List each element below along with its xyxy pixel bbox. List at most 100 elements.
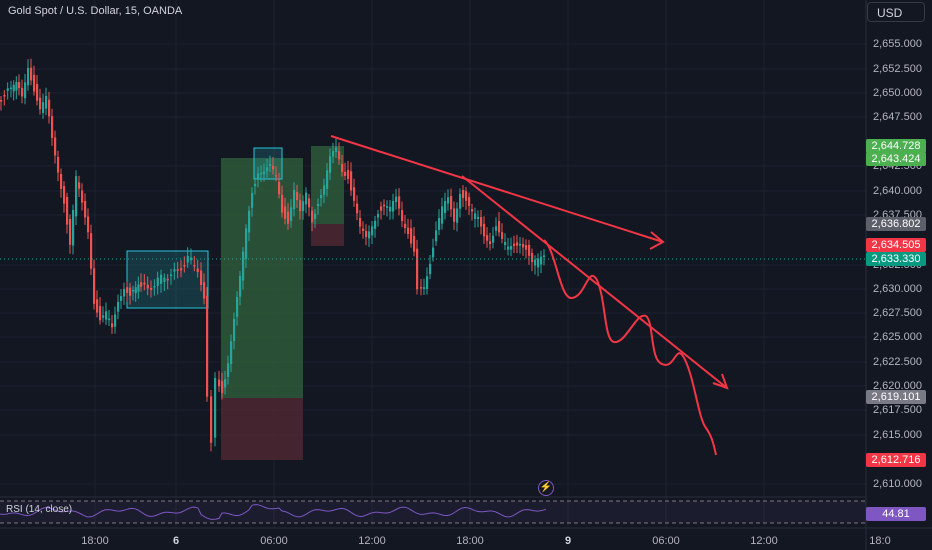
candle-body <box>15 81 18 91</box>
candle-body <box>186 256 189 263</box>
candle-body <box>323 185 326 196</box>
price-tick: 2,647.500 <box>873 111 922 123</box>
candle-body <box>302 201 305 212</box>
candle-body <box>248 210 251 233</box>
projection-path[interactable] <box>543 239 717 456</box>
candle-body <box>320 195 323 199</box>
candle-body <box>290 207 293 221</box>
candle-body <box>166 278 169 281</box>
candle-body <box>293 189 296 209</box>
candle-body <box>75 176 78 217</box>
candle-body <box>453 208 456 222</box>
price-label-tp-upper: 2,644.728 <box>866 139 926 153</box>
candle-body <box>435 230 438 242</box>
candle-body <box>504 242 507 246</box>
candle-body <box>329 156 332 173</box>
candle-body <box>516 242 519 246</box>
candle-body <box>239 276 242 297</box>
candle-body <box>489 241 492 244</box>
price-tick: 2,650.000 <box>873 87 922 99</box>
candle-body <box>108 318 111 321</box>
candle-body <box>420 286 423 289</box>
candle-body <box>492 235 495 243</box>
candle-body <box>456 208 459 223</box>
price-tick: 2,620.000 <box>873 380 922 392</box>
price-label-bid: 2,633.330 <box>866 252 926 266</box>
currency-button[interactable]: USD <box>867 2 925 22</box>
candle-body <box>140 282 143 287</box>
candle-body <box>36 84 39 101</box>
candle-body <box>99 306 102 321</box>
chart-grid <box>0 0 866 528</box>
symbol-title[interactable]: Gold Spot / U.S. Dollar, 15, OANDA <box>8 5 183 17</box>
candle-body <box>332 151 335 157</box>
trendline-lower[interactable] <box>461 175 728 389</box>
rsi-value-label: 44.81 <box>866 507 926 521</box>
candle-body <box>126 287 129 293</box>
trendline-upper[interactable] <box>330 135 664 243</box>
candle-body <box>156 277 159 286</box>
candle-body <box>296 192 299 201</box>
candle-body <box>344 171 347 177</box>
candle-body <box>134 287 137 294</box>
candle-body <box>10 87 13 90</box>
candle-body <box>462 190 465 198</box>
rsi-band <box>0 501 866 523</box>
candle-body <box>501 232 504 239</box>
candle-body <box>468 197 471 206</box>
candle-body <box>18 82 21 89</box>
candle-body <box>543 255 546 257</box>
time-tick: 6 <box>172 535 180 547</box>
candle-body <box>299 200 302 212</box>
candle-body <box>486 235 489 241</box>
arrowhead-lower <box>712 373 729 390</box>
candle-body <box>160 274 163 284</box>
candle-body <box>117 301 120 312</box>
rsi-indicator-label[interactable]: RSI (14, close) <box>6 504 73 515</box>
price-tick: 2,655.000 <box>873 38 922 50</box>
lightning-icon[interactable]: ⚡ <box>538 480 554 496</box>
candle-body <box>404 223 407 229</box>
candle-body <box>338 151 341 160</box>
candle-body <box>278 181 281 195</box>
candle-body <box>531 253 534 263</box>
candle-body <box>30 67 33 81</box>
candle-body <box>410 228 413 244</box>
candle-body <box>269 164 272 167</box>
candle-body <box>6 88 9 91</box>
time-tick: 18:00 <box>456 535 484 547</box>
long-loss-zone[interactable] <box>221 398 303 460</box>
candle-body <box>170 274 173 277</box>
candle-body <box>132 289 135 292</box>
candle-body <box>383 204 386 207</box>
candle-body <box>474 213 477 219</box>
candle-body <box>203 282 206 299</box>
candle-body <box>163 277 166 283</box>
candle-body <box>471 209 474 212</box>
candle-body <box>214 377 217 438</box>
candle-body <box>407 227 410 234</box>
candle-body <box>537 258 540 268</box>
candle-body <box>60 173 63 189</box>
candle-body <box>308 198 311 208</box>
candle-body <box>519 243 522 246</box>
candle-body <box>196 268 199 272</box>
candle-body <box>317 203 320 207</box>
time-tick: 06:00 <box>652 535 680 547</box>
range-box-top[interactable] <box>253 147 283 180</box>
candle-body <box>350 171 353 191</box>
candle-body <box>395 196 398 203</box>
candle-body <box>483 223 486 237</box>
long-profit-zone[interactable] <box>221 158 303 398</box>
candle-body <box>12 84 15 92</box>
time-tick: 12:00 <box>358 535 386 547</box>
price-tick: 2,625.000 <box>873 331 922 343</box>
short-loss-zone[interactable] <box>311 224 344 246</box>
candle-body <box>281 194 284 213</box>
candle-body <box>176 269 179 271</box>
candle-body <box>513 243 516 246</box>
candle-body <box>193 265 196 267</box>
candle-body <box>389 206 392 212</box>
candle-body <box>371 226 374 236</box>
